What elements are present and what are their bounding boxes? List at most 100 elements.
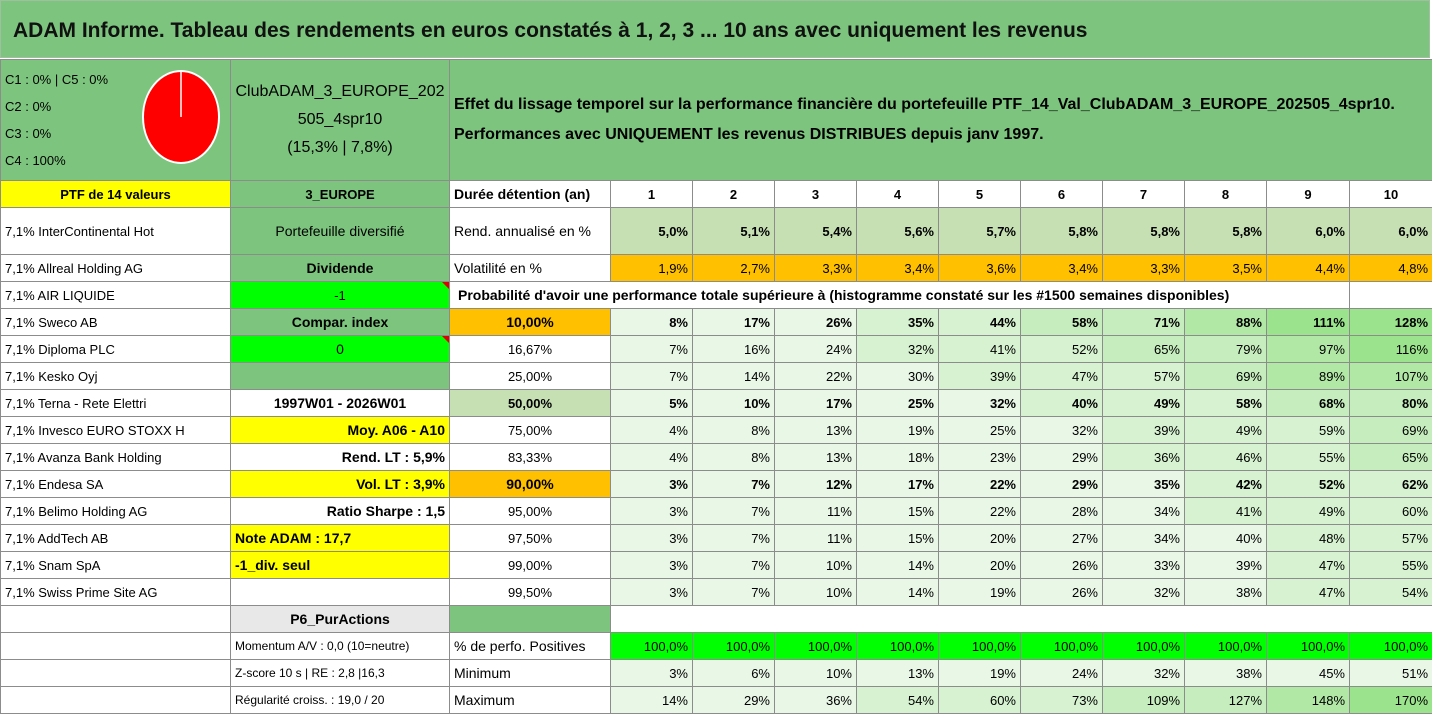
prob-value: 54% <box>1348 578 1432 606</box>
holding-name: 7,1% Snam SpA <box>0 551 231 579</box>
minimum-value: 51% <box>1348 659 1432 687</box>
prob-value: 52% <box>1266 470 1350 498</box>
prob-row: 7,1% Avanza Bank Holding Rend. LT : 5,9%… <box>0 443 1432 471</box>
rend-value: 5,8% <box>1184 207 1267 255</box>
prob-row: 7,1% Swiss Prime Site AG 99,50% 3% 7% 10… <box>0 578 1432 606</box>
prob-value: 65% <box>1102 335 1185 363</box>
positive-value: 100,0% <box>1266 632 1350 660</box>
duration-label: Durée détention (an) <box>449 180 611 208</box>
maximum-value: 73% <box>1020 686 1103 714</box>
prob-value: 47% <box>1020 362 1103 390</box>
positive-value: 100,0% <box>610 632 693 660</box>
prob-value: 71% <box>1102 308 1185 336</box>
year-header: 4 <box>856 180 939 208</box>
prob-threshold: 90,00% <box>449 470 611 498</box>
rend-value: 5,1% <box>692 207 775 255</box>
minimum-value: 6% <box>692 659 775 687</box>
prob-value: 38% <box>1184 578 1267 606</box>
holding-name: 7,1% InterContinental Hot <box>0 207 231 255</box>
prob-value: 8% <box>692 443 775 471</box>
prob-value: 26% <box>1020 551 1103 579</box>
prob-value: 32% <box>1020 416 1103 444</box>
prob-threshold: 10,00% <box>449 308 611 336</box>
side-label: 1997W01 - 2026W01 <box>230 389 450 417</box>
prob-value: 44% <box>938 308 1021 336</box>
minimum-value: 13% <box>856 659 939 687</box>
prob-value: 12% <box>774 470 857 498</box>
vol-value: 2,7% <box>692 254 775 282</box>
portfolio-name-cell: ClubADAM_3_EUROPE_202 505_4spr10 (15,3% … <box>230 59 450 181</box>
holding-name: 7,1% AddTech AB <box>0 524 231 552</box>
year-header: 5 <box>938 180 1021 208</box>
prob-value: 7% <box>692 497 775 525</box>
year-header: 8 <box>1184 180 1267 208</box>
holding-name: 7,1% Avanza Bank Holding <box>0 443 231 471</box>
prob-label-row: 7,1% AIR LIQUIDE -1 Probabilité d'avoir … <box>0 281 1432 309</box>
prob-value: 48% <box>1266 524 1350 552</box>
holding-name: 7,1% Allreal Holding AG <box>0 254 231 282</box>
prob-value: 49% <box>1184 416 1267 444</box>
prob-value: 111% <box>1266 308 1350 336</box>
ptf-label: PTF de 14 valeurs <box>0 180 231 208</box>
prob-value: 59% <box>1266 416 1350 444</box>
holding-name: 7,1% AIR LIQUIDE <box>0 281 231 309</box>
year-header: 9 <box>1266 180 1350 208</box>
vol-value: 3,6% <box>938 254 1021 282</box>
prob-value: 11% <box>774 524 857 552</box>
empty-cell <box>1348 281 1432 309</box>
rend-value: 6,0% <box>1348 207 1432 255</box>
prob-value: 57% <box>1102 362 1185 390</box>
prob-value: 107% <box>1348 362 1432 390</box>
prob-value: 55% <box>1266 443 1350 471</box>
allocation-pie-chart <box>142 70 220 164</box>
region-label: 3_EUROPE <box>230 180 450 208</box>
prob-value: 3% <box>610 497 693 525</box>
holding-name: 7,1% Sweco AB <box>0 308 231 336</box>
positive-value: 100,0% <box>1020 632 1103 660</box>
side-label: Portefeuille diversifié <box>230 207 450 255</box>
positive-value: 100,0% <box>692 632 775 660</box>
year-header: 10 <box>1348 180 1432 208</box>
prob-threshold: 75,00% <box>449 416 611 444</box>
positive-row: Momentum A/V : 0,0 (10=neutre) % de perf… <box>0 632 1432 660</box>
minimum-value: 24% <box>1020 659 1103 687</box>
vol-value: 4,4% <box>1266 254 1350 282</box>
prob-value: 58% <box>1184 389 1267 417</box>
prob-row: 7,1% Belimo Holding AG Ratio Sharpe : 1,… <box>0 497 1432 525</box>
prob-threshold: 16,67% <box>449 335 611 363</box>
prob-value: 39% <box>1184 551 1267 579</box>
prob-value: 3% <box>610 578 693 606</box>
side-label <box>230 362 450 390</box>
prob-value: 7% <box>692 551 775 579</box>
prob-value: 14% <box>856 578 939 606</box>
prob-value: 68% <box>1266 389 1350 417</box>
empty-cell <box>0 686 231 714</box>
prob-row: 7,1% Snam SpA -1_div. seul 99,00% 3% 7% … <box>0 551 1432 579</box>
prob-value: 15% <box>856 497 939 525</box>
prob-value: 33% <box>1102 551 1185 579</box>
rend-value: 5,6% <box>856 207 939 255</box>
maximum-value: 109% <box>1102 686 1185 714</box>
prob-value: 79% <box>1184 335 1267 363</box>
rend-label: Rend. annualisé en % <box>449 207 611 255</box>
vol-value: 3,4% <box>856 254 939 282</box>
prob-value: 3% <box>610 470 693 498</box>
prob-value: 62% <box>1348 470 1432 498</box>
prob-value: 8% <box>610 308 693 336</box>
year-header: 3 <box>774 180 857 208</box>
year-header: 7 <box>1102 180 1185 208</box>
prob-value: 80% <box>1348 389 1432 417</box>
prob-value: 46% <box>1184 443 1267 471</box>
prob-value: 5% <box>610 389 693 417</box>
prob-threshold: 50,00% <box>449 389 611 417</box>
year-header: 6 <box>1020 180 1103 208</box>
prob-value: 89% <box>1266 362 1350 390</box>
p6-row: P6_PurActions <box>0 605 1432 633</box>
description-line-2: Performances avec UNIQUEMENT les revenus… <box>454 126 1044 143</box>
prob-value: 32% <box>856 335 939 363</box>
prob-value: 13% <box>774 416 857 444</box>
year-header: 1 <box>610 180 693 208</box>
positive-value: 100,0% <box>1184 632 1267 660</box>
year-header: 2 <box>692 180 775 208</box>
